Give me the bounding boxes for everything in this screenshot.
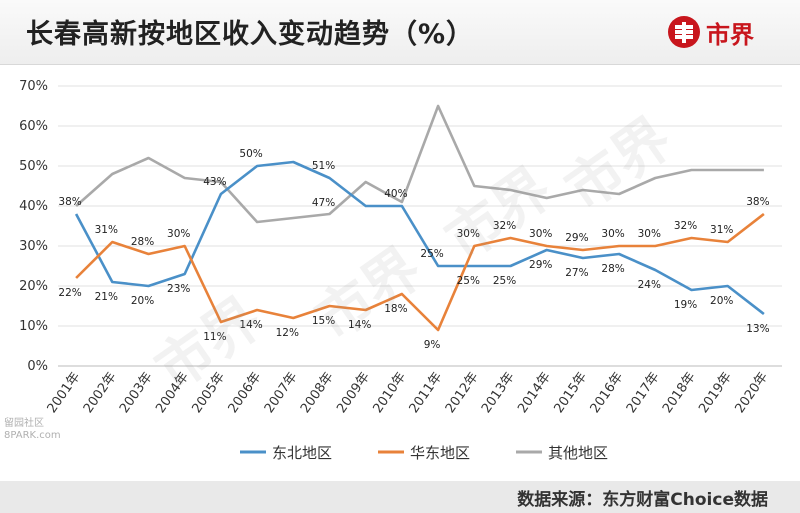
data-label: 15% <box>312 315 335 327</box>
data-label: 30% <box>601 228 624 240</box>
data-label: 30% <box>529 228 552 240</box>
y-tick-label: 70% <box>19 79 48 94</box>
data-label: 43% <box>203 176 226 188</box>
data-label: 27% <box>565 267 588 279</box>
data-label: 31% <box>710 224 733 236</box>
x-tick-label: 2020年 <box>732 370 771 416</box>
data-label: 11% <box>203 331 226 343</box>
header-bar: 长春高新按地区收入变动趋势（%） 市界 <box>0 0 800 65</box>
legend-label: 东北地区 <box>272 444 332 462</box>
data-label: 30% <box>167 228 190 240</box>
legend-label: 华东地区 <box>410 444 470 462</box>
data-label: 25% <box>420 248 443 260</box>
series-line <box>75 212 765 332</box>
data-label: 29% <box>529 259 552 271</box>
site-watermark: 留园社区 8PARK.com <box>4 418 61 442</box>
x-tick-label: 2003年 <box>117 370 156 416</box>
series-line <box>75 104 764 224</box>
data-label: 20% <box>131 295 154 307</box>
x-tick-label: 2009年 <box>334 370 373 416</box>
site-watermark-url: 8PARK.com <box>4 430 61 441</box>
brand-logo-icon <box>668 16 700 48</box>
x-tick-label: 2014年 <box>515 370 554 416</box>
data-labels: 38% 21% 20% 23% 43% 50% 51% 40% 25% 25% 25% 29% 27% 2… <box>58 148 769 351</box>
data-label: 30% <box>457 228 480 240</box>
legend-label: 其他地区 <box>548 444 608 462</box>
y-tick-label: 20% <box>19 279 48 294</box>
x-tick-label: 2016年 <box>588 370 627 416</box>
data-label: 32% <box>674 220 697 232</box>
data-label: 31% <box>95 224 118 236</box>
data-label: 20% <box>710 295 733 307</box>
brand: 市界 <box>667 12 754 52</box>
series-lines <box>74 104 765 332</box>
page-title: 长春高新按地区收入变动趋势（%） <box>26 19 475 50</box>
x-tick-label: 2015年 <box>551 370 590 416</box>
x-tick-label: 2005年 <box>189 370 228 416</box>
x-tick-label: 2012年 <box>443 370 482 416</box>
x-axis-ticks: 2001年2002年2003年2004年2005年2006年2007年2008年… <box>45 370 772 416</box>
data-label: 9% <box>424 339 441 351</box>
data-label: 28% <box>601 263 624 275</box>
data-label: 50% <box>239 148 262 160</box>
x-tick-label: 2006年 <box>226 370 265 416</box>
footer-bar: 数据来源：东方财富Choice数据 <box>0 481 800 513</box>
data-source: 数据来源：东方财富Choice数据 <box>517 490 768 510</box>
data-label: 32% <box>493 220 516 232</box>
data-label: 51% <box>312 160 335 172</box>
x-tick-label: 2018年 <box>660 370 699 416</box>
data-label: 25% <box>457 275 480 287</box>
data-label: 29% <box>565 232 588 244</box>
data-label: 38% <box>58 196 81 208</box>
data-label: 13% <box>746 323 769 335</box>
x-tick-label: 2008年 <box>298 370 337 416</box>
chart-legend: 东北地区 华东地区 其他地区 <box>240 444 608 462</box>
x-tick-label: 2013年 <box>479 370 518 416</box>
data-label: 38% <box>746 196 769 208</box>
site-watermark-cn: 留园社区 <box>4 418 44 429</box>
x-tick-label: 2011年 <box>407 370 446 416</box>
data-label: 18% <box>384 303 407 315</box>
y-tick-label: 10% <box>19 319 48 334</box>
x-tick-label: 2004年 <box>153 370 192 416</box>
y-tick-label: 40% <box>19 199 48 214</box>
line-chart: 0%10%20%30%40%50%60%70% 2001年2002年2003年2… <box>19 79 782 462</box>
data-label: 22% <box>58 287 81 299</box>
x-tick-label: 2017年 <box>624 370 663 416</box>
x-tick-label: 2001年 <box>45 370 84 416</box>
data-label: 23% <box>167 283 190 295</box>
data-label: 28% <box>131 236 154 248</box>
x-tick-label: 2007年 <box>262 370 301 416</box>
x-tick-label: 2010年 <box>370 370 409 416</box>
data-label: 19% <box>674 299 697 311</box>
brand-text: 市界 <box>706 20 754 49</box>
x-tick-label: 2019年 <box>696 370 735 416</box>
y-tick-label: 60% <box>19 119 48 134</box>
data-label: 25% <box>493 275 516 287</box>
chart-grid <box>58 85 782 367</box>
data-label: 40% <box>384 188 407 200</box>
y-tick-label: 50% <box>19 159 48 174</box>
x-tick-label: 2002年 <box>81 370 120 416</box>
data-label: 14% <box>239 319 262 331</box>
data-label: 47% <box>312 197 335 209</box>
y-tick-label: 0% <box>27 359 48 374</box>
data-label: 14% <box>348 319 371 331</box>
y-axis-ticks: 0% 10% 20% 30% 40% 50% 60% 70% <box>19 79 48 374</box>
data-label: 21% <box>95 291 118 303</box>
data-label: 12% <box>276 327 299 339</box>
data-label: 30% <box>638 228 661 240</box>
y-tick-label: 30% <box>19 239 48 254</box>
data-label: 24% <box>638 279 661 291</box>
